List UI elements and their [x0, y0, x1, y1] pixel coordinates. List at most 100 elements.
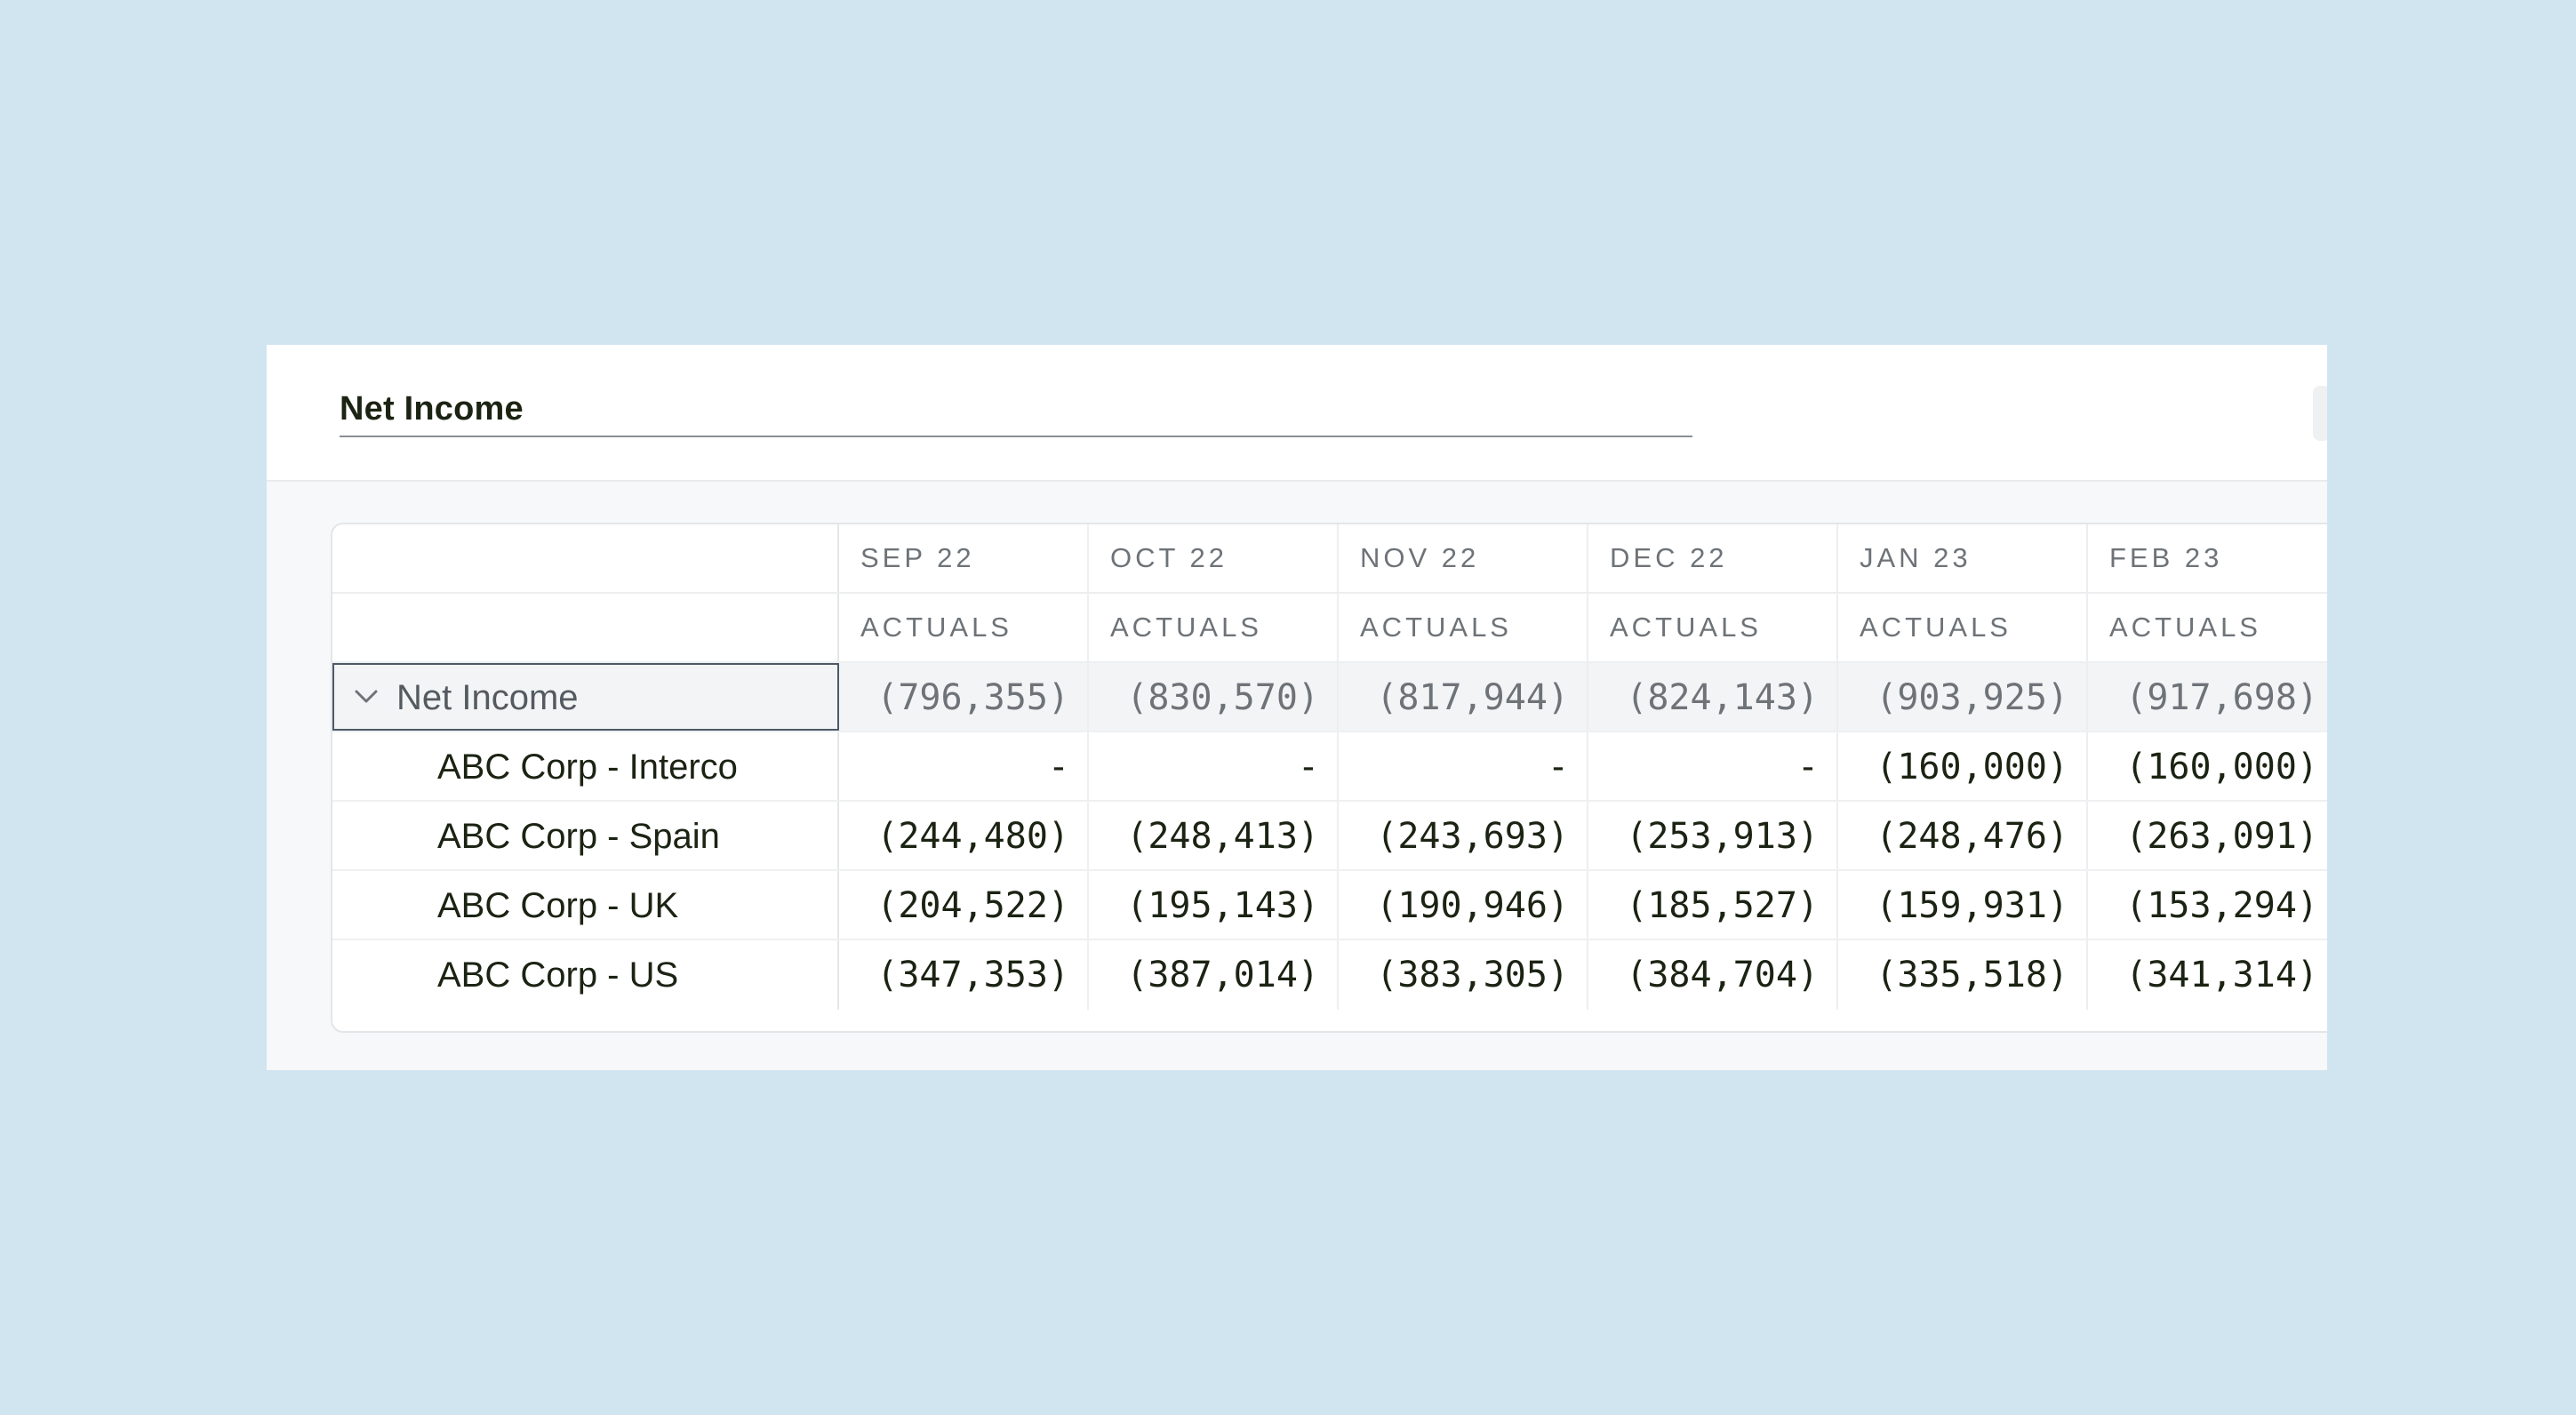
value-cell[interactable]: (160,000): [2088, 732, 2327, 800]
value-cell[interactable]: (383,305): [1339, 940, 1588, 1010]
value-cell[interactable]: (830,570): [1089, 663, 1339, 731]
value-cell[interactable]: (263,091): [2088, 802, 2327, 869]
cell-value: (244,480): [876, 816, 1069, 857]
value-cell[interactable]: (195,143): [1089, 871, 1339, 939]
cell-value: -: [1547, 747, 1569, 787]
column-header-month: FEB 23: [2088, 524, 2327, 592]
value-cell[interactable]: (248,476): [1838, 802, 2088, 869]
cell-value: -: [1297, 747, 1319, 787]
month-label: DEC 22: [1610, 542, 1728, 573]
table-row[interactable]: ABC Corp - UK (204,522) (195,143) (190,9…: [332, 871, 2327, 940]
cell-value: -: [1796, 747, 1819, 787]
value-cell[interactable]: (824,143): [1588, 663, 1838, 731]
header-label-cell: [332, 594, 839, 661]
header-label-cell: [332, 524, 839, 592]
value-cell[interactable]: (185,527): [1588, 871, 1838, 939]
cell-value: (830,570): [1126, 677, 1319, 718]
value-cell[interactable]: (160,000): [1838, 732, 2088, 800]
value-cell[interactable]: -: [1588, 732, 1838, 800]
cell-value: (190,946): [1376, 885, 1569, 926]
cell-value: (248,413): [1126, 816, 1319, 857]
value-cell[interactable]: (384,704): [1588, 940, 1838, 1010]
month-label: OCT 22: [1110, 542, 1228, 573]
cell-value: (185,527): [1626, 885, 1819, 926]
month-label: SEP 22: [860, 542, 975, 573]
value-cell[interactable]: (190,946): [1339, 871, 1588, 939]
row-label: ABC Corp - Interco: [437, 747, 738, 787]
cell-value: (160,000): [1876, 747, 2068, 787]
column-header-month: JAN 23: [1838, 524, 2088, 592]
column-header-type: ACTUALS: [1089, 594, 1339, 661]
value-cell[interactable]: (903,925): [1838, 663, 2088, 731]
value-cell[interactable]: (796,355): [839, 663, 1089, 731]
cell-value: (387,014): [1126, 955, 1319, 995]
column-header-month: OCT 22: [1089, 524, 1339, 592]
row-label: ABC Corp - Spain: [437, 817, 720, 856]
column-header-type: ACTUALS: [839, 594, 1089, 661]
cell-value: (263,091): [2125, 816, 2318, 857]
value-cell[interactable]: -: [1089, 732, 1339, 800]
type-label: ACTUALS: [1360, 612, 1512, 643]
column-header-type: ACTUALS: [1588, 594, 1838, 661]
cell-value: (817,944): [1376, 677, 1569, 718]
header-action-button[interactable]: [2313, 386, 2327, 441]
header-row-types: ACTUALS ACTUALS ACTUALS ACTUALS ACTUALS …: [332, 594, 2327, 663]
card-header: Net Income: [267, 345, 2327, 482]
value-cell[interactable]: (153,294): [2088, 871, 2327, 939]
month-label: FEB 23: [2109, 542, 2223, 573]
column-header-type: ACTUALS: [1339, 594, 1588, 661]
value-cell[interactable]: (204,522): [839, 871, 1089, 939]
value-cell[interactable]: (335,518): [1838, 940, 2088, 1010]
table-row-total[interactable]: Net Income (796,355) (830,570) (817,944)…: [332, 663, 2327, 732]
value-cell[interactable]: (817,944): [1339, 663, 1588, 731]
row-label-cell[interactable]: Net Income: [332, 663, 839, 731]
value-cell[interactable]: -: [1339, 732, 1588, 800]
row-label-cell[interactable]: ABC Corp - US: [332, 940, 839, 1010]
value-cell[interactable]: (253,913): [1588, 802, 1838, 869]
net-income-table: SEP 22 OCT 22 NOV 22 DEC 22 JAN 23 FEB 2…: [331, 523, 2327, 1033]
row-label: ABC Corp - UK: [437, 886, 679, 925]
value-cell[interactable]: (243,693): [1339, 802, 1588, 869]
row-label-cell[interactable]: ABC Corp - UK: [332, 871, 839, 939]
cell-value: (341,314): [2125, 955, 2318, 995]
column-header-month: NOV 22: [1339, 524, 1588, 592]
column-header-type: ACTUALS: [1838, 594, 2088, 661]
cell-value: (243,693): [1376, 816, 1569, 857]
cell-value: (903,925): [1876, 677, 2068, 718]
type-label: ACTUALS: [1610, 612, 1762, 643]
table-row[interactable]: ABC Corp - Interco - - - - (160,000) (16…: [332, 732, 2327, 802]
value-cell[interactable]: (347,353): [839, 940, 1089, 1010]
cell-value: (153,294): [2125, 885, 2318, 926]
table-row[interactable]: ABC Corp - US (347,353) (387,014) (383,3…: [332, 940, 2327, 1010]
header-row-months: SEP 22 OCT 22 NOV 22 DEC 22 JAN 23 FEB 2…: [332, 524, 2327, 594]
cell-value: (204,522): [876, 885, 1069, 926]
value-cell[interactable]: -: [839, 732, 1089, 800]
month-label: JAN 23: [1860, 542, 1972, 573]
cell-value: (347,353): [876, 955, 1069, 995]
net-income-card: Net Income SEP 22 OCT 22 NOV 22 DEC 22 J…: [267, 345, 2327, 1070]
column-header-month: SEP 22: [839, 524, 1089, 592]
row-label-cell[interactable]: ABC Corp - Spain: [332, 802, 839, 869]
cell-value: (335,518): [1876, 955, 2068, 995]
value-cell[interactable]: (248,413): [1089, 802, 1339, 869]
type-label: ACTUALS: [2109, 612, 2261, 643]
chevron-down-icon[interactable]: [354, 688, 379, 706]
value-cell[interactable]: (244,480): [839, 802, 1089, 869]
cell-value: (160,000): [2125, 747, 2318, 787]
row-label: ABC Corp - US: [437, 955, 679, 995]
value-cell[interactable]: (917,698): [2088, 663, 2327, 731]
value-cell[interactable]: (387,014): [1089, 940, 1339, 1010]
cell-value: (383,305): [1376, 955, 1569, 995]
report-title-field[interactable]: Net Income: [340, 388, 1692, 437]
table-row[interactable]: ABC Corp - Spain (244,480) (248,413) (24…: [332, 802, 2327, 871]
cell-value: (159,931): [1876, 885, 2068, 926]
type-label: ACTUALS: [1110, 612, 1262, 643]
value-cell[interactable]: (341,314): [2088, 940, 2327, 1010]
row-label: Net Income: [396, 678, 579, 717]
value-cell[interactable]: (159,931): [1838, 871, 2088, 939]
column-header-month: DEC 22: [1588, 524, 1838, 592]
cell-value: (917,698): [2125, 677, 2318, 718]
cell-value: (195,143): [1126, 885, 1319, 926]
row-label-cell[interactable]: ABC Corp - Interco: [332, 732, 839, 800]
cell-value: (824,143): [1626, 677, 1819, 718]
